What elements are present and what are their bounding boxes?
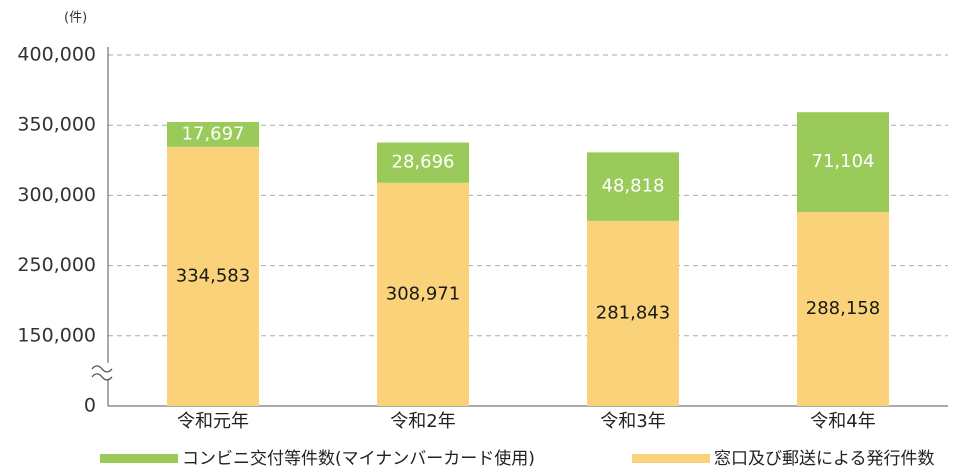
bar-segment — [587, 220, 679, 406]
data-label: 281,843 — [596, 302, 670, 323]
legend-label: コンビニ交付等件数(マイナンバーカード使用) — [182, 448, 535, 469]
y-tick-label: 250,000 — [17, 254, 96, 276]
bar-segment — [377, 182, 469, 406]
data-label: 71,104 — [812, 151, 875, 172]
data-label: 334,583 — [176, 265, 250, 286]
y-tick-label: 0 — [84, 395, 96, 417]
y-tick-label: 150,000 — [17, 324, 96, 346]
y-tick-label: 400,000 — [17, 44, 96, 66]
bar-segment — [167, 146, 259, 407]
x-tick-label: 令和4年 — [810, 411, 875, 432]
x-tick-label: 令和2年 — [390, 411, 455, 432]
data-label: 28,696 — [392, 152, 455, 173]
data-label: 308,971 — [386, 283, 460, 304]
data-label: 17,697 — [182, 123, 245, 144]
data-label: 48,818 — [602, 176, 665, 197]
y-tick-label: 300,000 — [17, 184, 96, 206]
bar-segment — [587, 152, 679, 221]
axis-break — [91, 365, 113, 373]
axis-break — [91, 373, 113, 381]
x-tick-label: 令和3年 — [600, 411, 665, 432]
x-tick-label: 令和元年 — [177, 411, 249, 432]
bar-segment — [797, 112, 889, 213]
legend-swatch — [632, 454, 710, 463]
bar-segment — [167, 121, 259, 147]
legend-label: 窓口及び郵送による発行件数 — [714, 449, 935, 469]
bar-segment — [797, 212, 889, 406]
y-tick-label: 350,000 — [17, 114, 96, 136]
data-label: 288,158 — [806, 298, 880, 319]
legend-swatch — [100, 454, 178, 463]
unit-label: (件) — [64, 11, 87, 26]
bar-segment — [377, 142, 469, 183]
